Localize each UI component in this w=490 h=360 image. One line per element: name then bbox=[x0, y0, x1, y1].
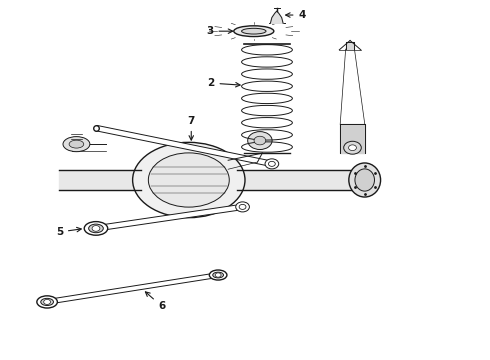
Text: 7: 7 bbox=[188, 116, 195, 140]
Ellipse shape bbox=[37, 296, 57, 308]
Circle shape bbox=[254, 136, 266, 145]
Circle shape bbox=[343, 141, 361, 154]
Ellipse shape bbox=[63, 136, 90, 152]
Text: 6: 6 bbox=[146, 292, 166, 311]
Polygon shape bbox=[340, 125, 365, 153]
Circle shape bbox=[92, 226, 100, 231]
Ellipse shape bbox=[209, 270, 227, 280]
Ellipse shape bbox=[265, 159, 279, 169]
Polygon shape bbox=[95, 204, 243, 231]
Text: 2: 2 bbox=[207, 78, 240, 88]
Text: 5: 5 bbox=[56, 227, 81, 237]
Text: 4: 4 bbox=[286, 10, 306, 20]
Circle shape bbox=[247, 132, 272, 149]
Circle shape bbox=[348, 145, 356, 150]
Ellipse shape bbox=[269, 161, 275, 166]
Ellipse shape bbox=[69, 140, 84, 148]
Ellipse shape bbox=[89, 224, 103, 233]
Polygon shape bbox=[47, 273, 219, 304]
Polygon shape bbox=[270, 11, 283, 23]
Circle shape bbox=[215, 273, 221, 277]
Circle shape bbox=[44, 300, 50, 305]
Ellipse shape bbox=[133, 142, 245, 218]
Ellipse shape bbox=[355, 169, 374, 191]
Ellipse shape bbox=[236, 202, 249, 212]
Ellipse shape bbox=[234, 26, 274, 37]
Ellipse shape bbox=[84, 222, 108, 235]
Text: 3: 3 bbox=[206, 26, 233, 36]
Ellipse shape bbox=[41, 298, 53, 306]
Ellipse shape bbox=[239, 204, 246, 210]
Ellipse shape bbox=[242, 28, 266, 34]
Polygon shape bbox=[345, 42, 354, 49]
Ellipse shape bbox=[213, 272, 223, 278]
Ellipse shape bbox=[349, 163, 381, 197]
Polygon shape bbox=[95, 125, 273, 166]
Ellipse shape bbox=[148, 153, 229, 207]
